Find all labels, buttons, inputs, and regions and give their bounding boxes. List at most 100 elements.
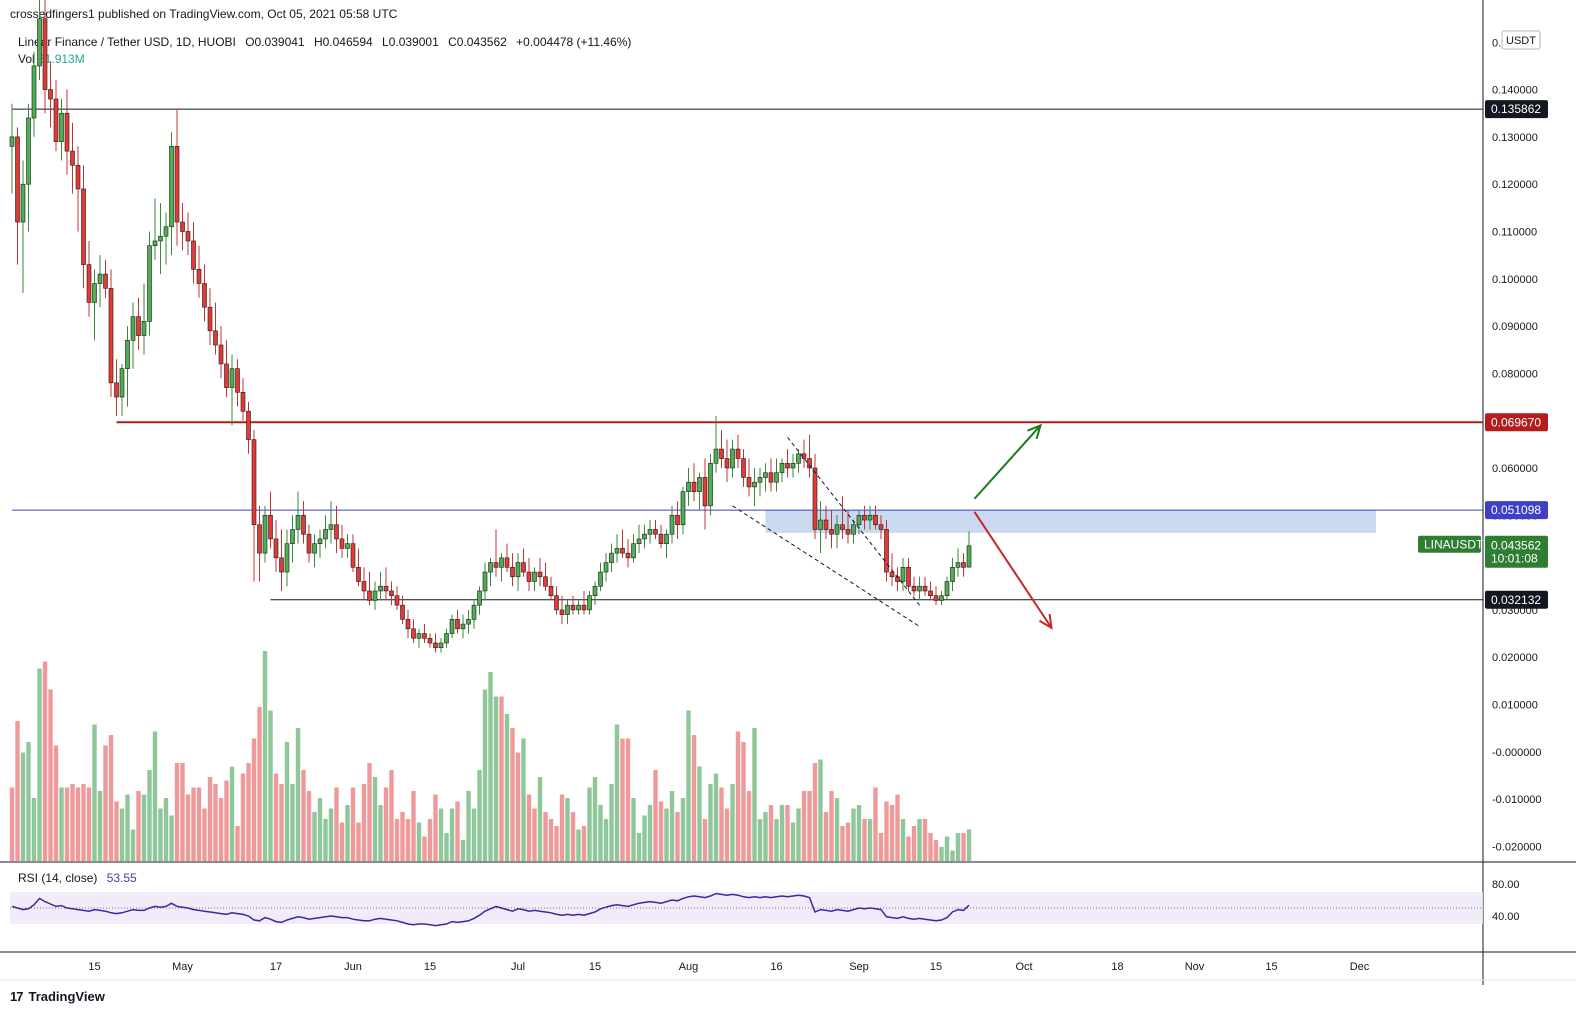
candle[interactable] [532,567,537,591]
candle[interactable] [229,354,235,426]
candle[interactable] [647,520,653,544]
candle[interactable] [405,609,411,639]
candle[interactable] [350,534,356,573]
candle[interactable] [598,562,603,591]
candle[interactable] [790,453,796,478]
candle[interactable] [499,553,504,582]
candle[interactable] [554,586,559,615]
candle[interactable] [713,415,719,473]
candle[interactable] [163,212,169,265]
candle[interactable] [169,132,174,256]
candle[interactable] [31,51,37,137]
candle[interactable] [449,614,455,639]
candle[interactable] [361,567,367,601]
candle[interactable] [427,633,433,648]
candle[interactable] [851,520,856,544]
resistance-high-tag[interactable]: 0.135862 [1485,100,1548,119]
candle[interactable] [125,326,130,407]
candle[interactable] [262,505,268,563]
candle[interactable] [686,467,691,506]
candle[interactable] [620,529,625,558]
candle[interactable] [246,401,251,454]
candle[interactable] [581,590,587,615]
candle[interactable] [416,628,422,648]
candle[interactable] [92,269,97,341]
candle[interactable] [268,491,273,549]
candle[interactable] [779,458,785,483]
candle[interactable] [147,231,152,336]
candle[interactable] [763,463,768,492]
candle[interactable] [840,496,845,539]
candle[interactable] [70,122,75,194]
candle[interactable] [400,595,405,625]
candle[interactable] [75,146,81,232]
candle[interactable] [521,548,526,577]
candle[interactable] [389,581,394,606]
candle[interactable] [328,501,334,544]
candle[interactable] [438,638,444,653]
candle[interactable] [317,529,323,558]
candle[interactable] [543,562,548,591]
candle[interactable] [724,439,730,483]
resistance-red-tag[interactable]: 0.069670 [1485,413,1548,432]
candle[interactable] [240,378,246,421]
candle[interactable] [939,590,944,606]
candle[interactable] [295,491,301,544]
candle[interactable] [961,553,966,577]
candle[interactable] [950,557,955,591]
candle[interactable] [796,449,801,473]
candle[interactable] [829,510,834,549]
candle[interactable] [196,245,202,298]
candle[interactable] [334,505,339,554]
candle[interactable] [306,524,312,563]
candle[interactable] [587,590,592,615]
candle[interactable] [664,529,669,558]
tradingview-logo[interactable]: 17 TradingView [10,989,105,1004]
candle[interactable] [565,600,570,625]
candle[interactable] [570,595,576,615]
candle[interactable] [251,430,257,582]
candle[interactable] [130,302,136,369]
candle[interactable] [466,609,471,634]
candle[interactable] [917,576,922,601]
candle[interactable] [526,557,532,591]
candle[interactable] [691,463,697,502]
candle[interactable] [477,586,482,615]
candle[interactable] [884,520,889,582]
candle[interactable] [719,430,724,468]
candle[interactable] [290,515,295,563]
candle[interactable] [367,572,372,606]
candle[interactable] [697,472,702,511]
candle[interactable] [15,127,20,265]
candle[interactable] [834,515,840,549]
rsi-line[interactable] [11,892,970,927]
candle[interactable] [86,240,92,317]
candle[interactable] [284,529,290,587]
candle[interactable] [257,505,262,582]
candle[interactable] [152,198,158,260]
candle[interactable] [460,614,466,639]
candle[interactable] [592,581,598,606]
candle[interactable] [37,0,42,81]
candle[interactable] [48,61,53,128]
candle[interactable] [53,80,59,152]
candle[interactable] [185,212,191,256]
candle[interactable] [752,467,757,506]
candle[interactable] [900,557,906,591]
candle[interactable] [746,458,752,497]
volume-label[interactable]: Vol [18,52,35,66]
candle[interactable] [708,453,713,516]
candle[interactable] [928,581,933,601]
candle[interactable] [653,520,658,539]
candle[interactable] [213,302,218,355]
candle[interactable] [658,524,664,549]
candle[interactable] [609,543,614,573]
candle[interactable] [702,458,708,530]
candle[interactable] [801,439,807,468]
candle[interactable] [202,264,207,322]
candle[interactable] [669,505,675,544]
candle[interactable] [141,283,147,355]
candle[interactable] [504,543,510,573]
